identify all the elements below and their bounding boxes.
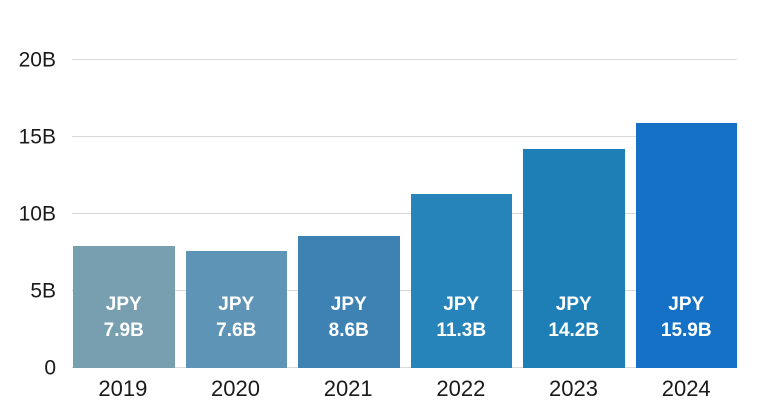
- bar-label-value: 15.9B: [660, 320, 712, 341]
- bar-2020: JPY 7.6B: [185, 250, 287, 368]
- gridline-5B: [72, 290, 737, 291]
- x-tick-label-2020: 2020: [211, 376, 260, 401]
- gridline-15B: [72, 136, 737, 137]
- bar-2024: JPY 15.9B: [635, 123, 737, 368]
- x-tick-label-2022: 2022: [436, 376, 486, 401]
- y-tick-label-10B: 10B: [18, 202, 56, 226]
- bar-2023: JPY 14.2B: [523, 149, 625, 368]
- bar-label-value: 14.2B: [548, 320, 600, 341]
- bars-row: JPY 7.9B JPY 7.6B JPY 8.6B JPY 11.3B JPY 14.2B JPY…: [73, 60, 737, 368]
- bar-label-value: 7.6B: [216, 320, 257, 341]
- x-tick-label-2019: 2019: [98, 376, 148, 401]
- bar-2021: JPY 8.6B: [298, 235, 400, 368]
- bar-label-currency: JPY: [443, 294, 480, 315]
- bar-label-value: 8.6B: [328, 320, 369, 341]
- bar-label-currency: JPY: [105, 294, 142, 315]
- x-tick-label-2021: 2021: [323, 376, 373, 401]
- bar-2019: JPY 7.9B: [73, 246, 175, 368]
- y-tick-label-15B: 15B: [18, 125, 56, 149]
- gridline-10B: [72, 213, 737, 214]
- x-tick-label-2024: 2024: [661, 376, 711, 401]
- gridline-0: [72, 367, 737, 368]
- y-axis: 0 5B 10B 15B 20B: [0, 50, 56, 379]
- bar-label-value: 11.3B: [436, 320, 487, 341]
- bar-2022: JPY 11.3B: [410, 193, 512, 368]
- y-tick-label-20B: 20B: [18, 48, 56, 72]
- y-tick-label-5B: 5B: [30, 279, 56, 303]
- bar-label-currency: JPY: [668, 294, 705, 315]
- x-tick-label-2023: 2023: [549, 376, 598, 401]
- x-axis: 2019 2020 2021 2022 2023 2024: [72, 376, 737, 402]
- plot-area: JPY 7.9B JPY 7.6B JPY 8.6B JPY 11.3B JPY 14.2B JPY…: [72, 59, 737, 368]
- bar-label-currency: JPY: [330, 294, 367, 315]
- gridline-20B: [72, 59, 737, 60]
- bar-label-currency: JPY: [218, 294, 255, 315]
- y-tick-label-0: 0: [44, 356, 56, 380]
- bar-label-currency: JPY: [555, 294, 592, 315]
- bar-label-value: 7.9B: [103, 320, 144, 341]
